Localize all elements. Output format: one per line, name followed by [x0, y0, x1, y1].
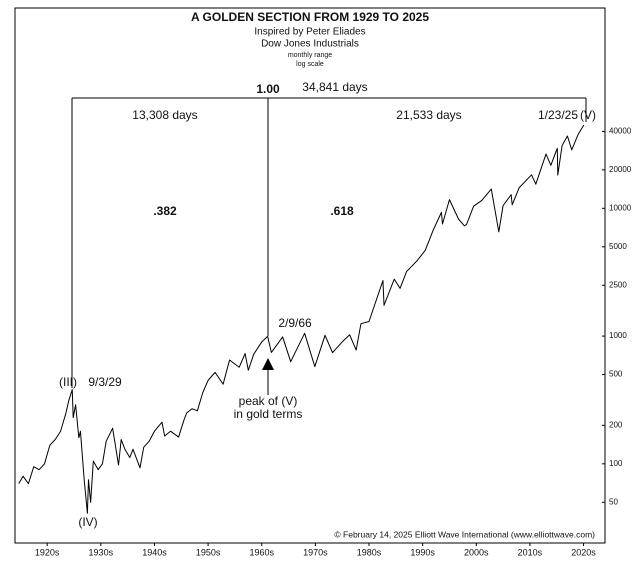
x-tick-label: 1970s	[303, 547, 328, 557]
x-tick-label: 2010s	[518, 547, 543, 557]
subtitle: Inspired by Peter Eliades	[254, 27, 365, 38]
y-tick-label: 1000	[609, 331, 627, 340]
y-tick-label: 10000	[609, 203, 632, 212]
y-tick-label: 40000	[609, 127, 632, 136]
x-tick-label: 1950s	[196, 547, 221, 557]
annotation: 1.00	[256, 82, 280, 96]
subtitle: log scale	[296, 61, 324, 68]
annotation: 13,308 days	[132, 108, 197, 122]
price-line	[18, 124, 585, 514]
bracket	[71, 97, 587, 395]
plot-frame	[14, 7, 606, 544]
y-tick-label: 100	[609, 459, 623, 468]
x-tick-label: 1990s	[410, 547, 435, 557]
source: © February 14, 2025 Elliott Wave Interna…	[334, 529, 595, 539]
annotation: (III)	[59, 375, 77, 389]
annotation: 1/23/25	[538, 108, 578, 122]
x-tick-label: 2020s	[571, 547, 596, 557]
annotation: (V)	[580, 108, 596, 122]
x-tick-label: 1920s	[35, 547, 60, 557]
x-tick-label: 1940s	[142, 547, 167, 557]
arrow-head	[262, 358, 274, 370]
annotation: in gold terms	[234, 407, 303, 421]
annotation: peak of (V)	[239, 394, 298, 408]
subtitle: monthly range	[288, 52, 332, 59]
subtitle: Dow Jones Industrials	[261, 39, 359, 50]
x-tick-label: 2000s	[464, 547, 489, 557]
annotation: 34,841 days	[302, 80, 367, 94]
y-tick-label: 50	[609, 497, 618, 506]
annotation: 21,533 days	[396, 108, 461, 122]
y-tick-label: 20000	[609, 165, 632, 174]
annotation: 9/3/29	[88, 375, 122, 389]
annotation: 2/9/66	[278, 316, 312, 330]
annotation: .382	[153, 204, 177, 218]
x-tick-label: 1960s	[249, 547, 274, 557]
y-tick-label: 200	[609, 420, 623, 429]
annotation: .618	[330, 204, 354, 218]
y-tick-label: 2500	[609, 280, 627, 289]
x-tick-label: 1980s	[357, 547, 382, 557]
y-tick-label: 5000	[609, 242, 627, 251]
y-tick-label: 500	[609, 370, 623, 379]
x-tick-label: 1930s	[89, 547, 114, 557]
annotation: (IV)	[78, 515, 97, 529]
chart-title: A GOLDEN SECTION FROM 1929 TO 2025	[191, 10, 429, 24]
